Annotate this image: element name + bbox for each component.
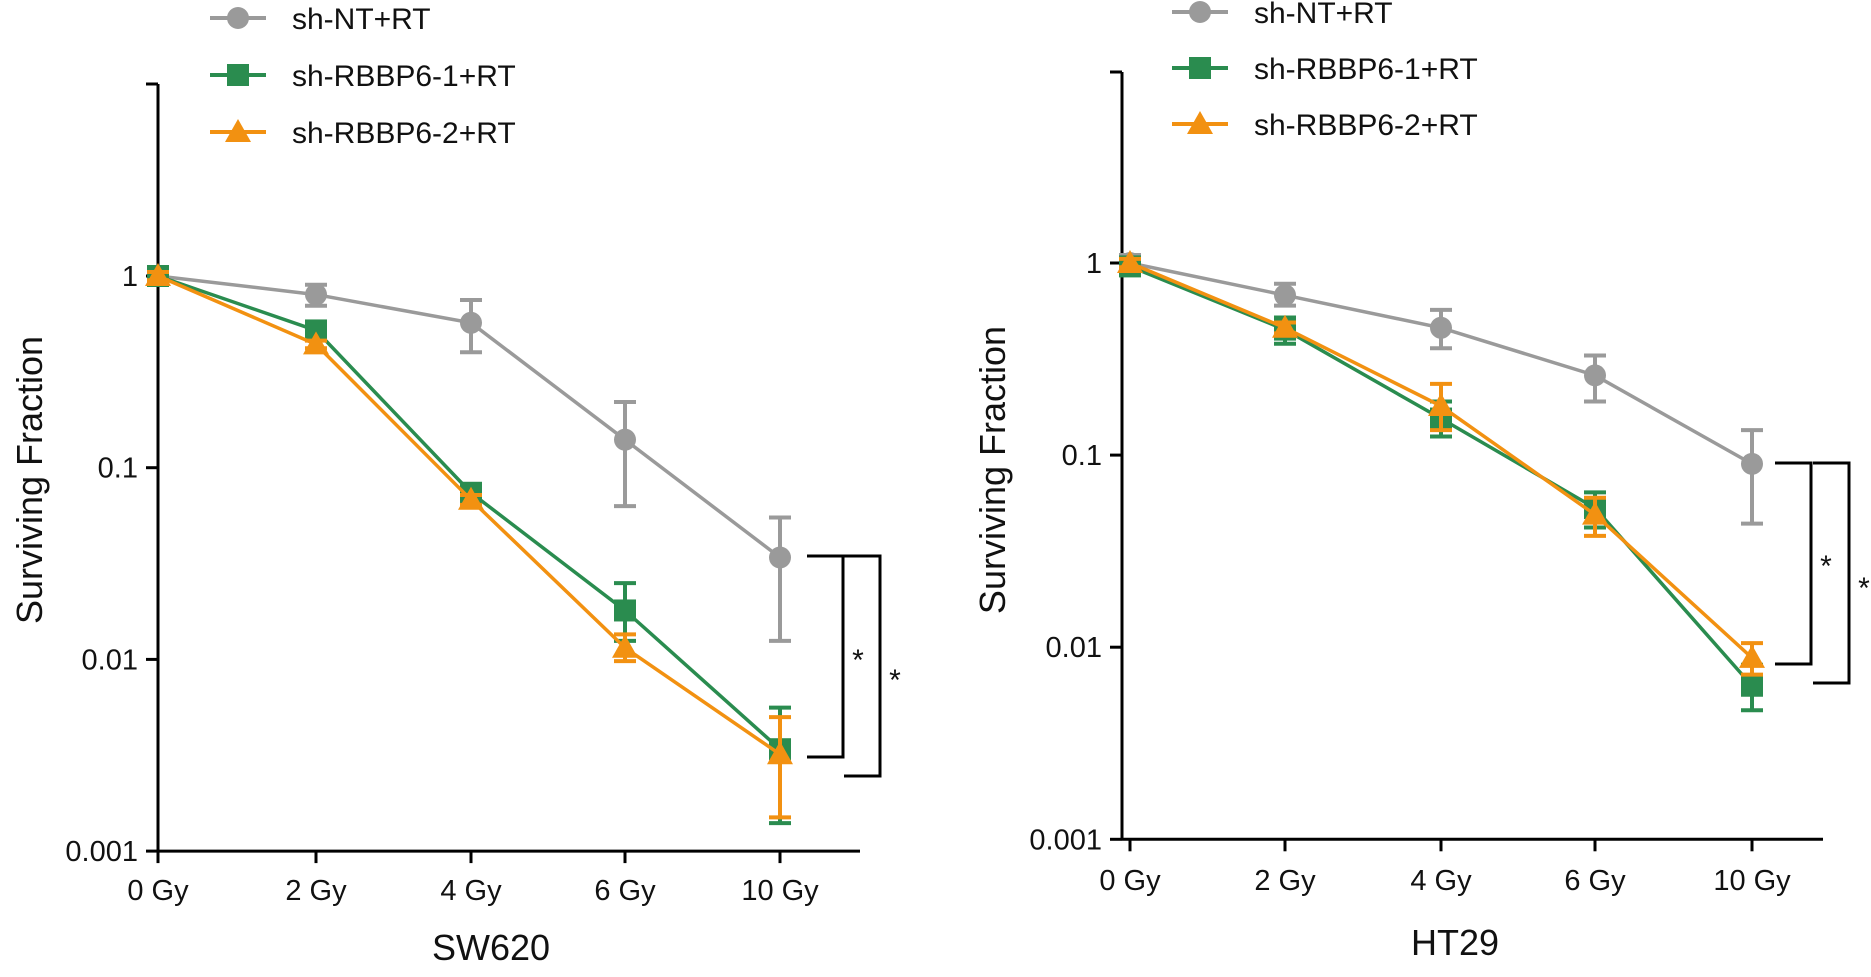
significance-bracket [807,554,845,759]
y-axis-title: Surviving Fraction [972,326,1013,614]
x-tick-label: 10 Gy [741,875,819,907]
significance-star: * [852,644,864,677]
data-point [305,319,327,342]
y-tick-label: 0.1 [98,453,138,485]
data-point [614,599,636,622]
data-point [458,486,484,510]
significance-bracket [1775,461,1813,666]
y-axis-title: Surviving Fraction [9,336,50,624]
x-axis-title: HT29 [1411,922,1499,963]
legend-marker [1189,57,1211,79]
data-point [1582,501,1608,525]
legend-marker [227,7,249,29]
data-point [614,428,636,451]
y-tick-label: 0.001 [65,836,138,868]
data-point [1430,316,1452,339]
legend-label: sh-NT+RT [1254,0,1393,30]
x-tick-label: 2 Gy [285,875,347,907]
legend-marker [227,64,249,86]
legend-marker [1187,111,1213,134]
data-point [1428,393,1454,417]
data-point [1274,284,1296,307]
x-tick-label: 6 Gy [594,875,656,907]
legend-marker [225,119,251,142]
significance-star: * [889,664,901,697]
legend-label: sh-RBBP6-1+RT [1254,53,1478,86]
legend-item: sh-RBBP6-1+RT [210,60,516,93]
legend-item: sh-RBBP6-2+RT [1172,109,1478,142]
y-tick-label: 0.001 [1029,824,1102,856]
legend-marker [1189,1,1211,23]
data-point [1117,250,1143,273]
y-tick-label: 1 [122,261,138,293]
y-tick-label: 0.01 [1046,632,1102,664]
data-point [1272,314,1298,338]
x-axis-title: SW620 [432,927,550,968]
data-point [1739,644,1765,668]
data-point [769,546,791,569]
legend-label: sh-RBBP6-1+RT [292,60,516,93]
data-point [303,331,329,355]
series-sh-RBBP6-2+RT [145,263,793,820]
significance-star: * [1858,572,1870,605]
legend-item: sh-NT+RT [210,3,431,36]
legend-label: sh-RBBP6-2+RT [292,117,516,150]
y-tick-label: 0.01 [82,644,138,676]
legend-label: sh-NT+RT [292,3,431,36]
series-sh-RBBP6-2+RT [1117,250,1765,677]
data-point [305,283,327,306]
legend-label: sh-RBBP6-2+RT [1254,109,1478,142]
data-point [460,311,482,334]
significance-bracket [1813,461,1851,685]
series-sh-NT+RT [147,265,791,643]
y-tick-label: 1 [1086,248,1102,280]
x-tick-label: 0 Gy [1099,865,1161,897]
x-tick-label: 2 Gy [1254,865,1316,897]
y-tick-label: 0.1 [1062,440,1102,472]
data-point [1584,364,1606,387]
x-tick-label: 0 Gy [127,875,189,907]
data-point [767,741,793,765]
sw620-panel: 1 0.1 0.01 0.001 0 Gy 2 Gy 4 Gy 6 Gy 10 Gy SW620 S… [9,3,901,968]
data-point [145,263,171,286]
x-tick-label: 10 Gy [1713,865,1791,897]
data-point [1741,674,1763,697]
significance-star: * [1820,550,1832,583]
x-tick-label: 6 Gy [1564,865,1626,897]
legend-item: sh-RBBP6-2+RT [210,117,516,150]
x-tick-label: 4 Gy [1410,865,1472,897]
x-tick-label: 4 Gy [440,875,502,907]
ht29-panel: 1 0.1 0.01 0.001 0 Gy 2 Gy 4 Gy 6 Gy 10 Gy HT29 Su… [972,0,1870,963]
significance-bracket [844,554,882,778]
legend-item: sh-NT+RT [1172,0,1393,30]
data-point [612,634,638,658]
data-point [1741,452,1763,475]
legend-item: sh-RBBP6-1+RT [1172,53,1478,86]
